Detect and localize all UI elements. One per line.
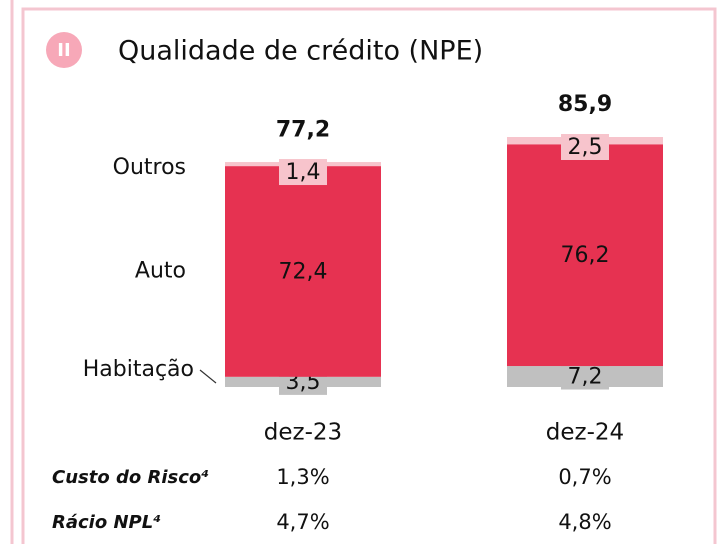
total-label: 77,2 bbox=[276, 117, 330, 142]
value-label: 1,4 bbox=[286, 160, 321, 185]
series-label: Auto bbox=[135, 258, 186, 283]
value-label: 2,5 bbox=[568, 135, 603, 160]
chart-title: Qualidade de crédito (NPE) bbox=[118, 36, 483, 67]
frame bbox=[21, 7, 717, 544]
badge-text: II bbox=[57, 40, 70, 61]
metric-label: Custo do Risco⁴ bbox=[52, 467, 209, 488]
metric-label: Rácio NPL⁴ bbox=[52, 512, 161, 533]
total-label: 85,9 bbox=[558, 92, 612, 117]
x-tick-label: dez-23 bbox=[264, 420, 342, 446]
bar-segment bbox=[225, 166, 381, 377]
metric-value: 1,3% bbox=[276, 465, 329, 489]
badge bbox=[46, 32, 82, 68]
value-label-box bbox=[279, 159, 327, 186]
metric-value: 4,7% bbox=[276, 510, 329, 534]
value-label: 7,2 bbox=[568, 365, 603, 390]
leader-line bbox=[199, 369, 217, 384]
x-tick-label: dez-24 bbox=[546, 420, 624, 446]
series-label: Habitação bbox=[83, 357, 194, 382]
value-label-box bbox=[561, 363, 609, 390]
value-label: 72,4 bbox=[279, 259, 328, 284]
metric-value: 4,8% bbox=[558, 510, 611, 534]
bar-segment bbox=[507, 144, 663, 367]
value-label: 76,2 bbox=[561, 243, 610, 268]
metric-value: 0,7% bbox=[558, 465, 611, 489]
series-label: Outros bbox=[113, 155, 186, 180]
value-label-box bbox=[561, 134, 609, 160]
